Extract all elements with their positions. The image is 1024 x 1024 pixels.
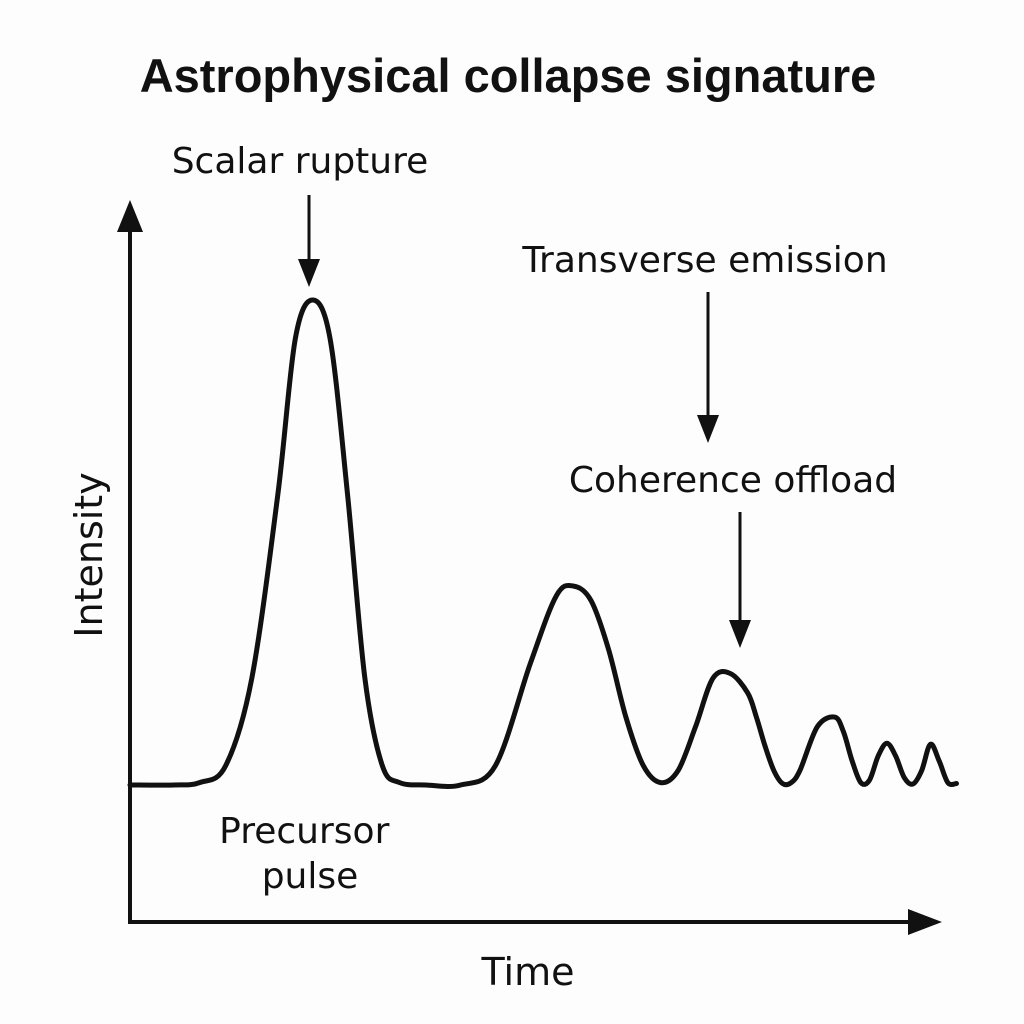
annotation-coherence-offload: Coherence offload: [569, 460, 897, 501]
annotation-transverse-emission: Transverse emission: [521, 240, 887, 281]
annotation-coherence-offload-arrowhead: [729, 620, 751, 648]
chart-title: Astrophysical collapse signature: [140, 49, 877, 102]
annotation-scalar-rupture-arrowhead: [298, 259, 320, 287]
x-axis-arrowhead: [908, 909, 942, 935]
annotation-precursor-pulse-line-1: Precursor: [219, 811, 389, 852]
x-axis-label: Time: [481, 950, 575, 994]
annotation-precursor-pulse: Precursor pulse: [219, 811, 401, 897]
series-line: [127, 297, 959, 790]
annotation-transverse-emission-arrowhead: [697, 415, 719, 443]
annotation-precursor-pulse-line-2: pulse: [262, 856, 359, 897]
annotation-scalar-rupture: Scalar rupture: [172, 141, 429, 182]
y-axis-arrowhead: [117, 200, 143, 232]
y-axis-label: Intensity: [67, 472, 111, 637]
